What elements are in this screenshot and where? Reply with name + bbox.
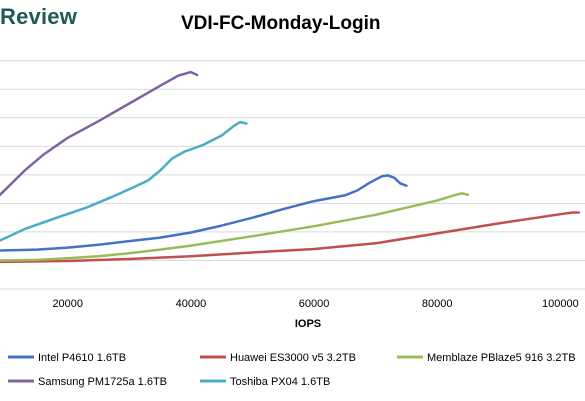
- legend-label: Samsung PM1725a 1.6TB: [38, 376, 167, 388]
- x-tick-label: 80000: [422, 298, 453, 310]
- x-axis-title: IOPS: [295, 318, 321, 330]
- x-tick-label: 20000: [52, 298, 83, 310]
- chart-title: VDI-FC-Monday-Login: [181, 13, 381, 34]
- series-line-0: [0, 174, 408, 252]
- series-line-3: [0, 70, 199, 197]
- x-axis-ticks: 20000 40000 60000 80000 100000: [52, 298, 578, 310]
- x-tick-label: 60000: [299, 298, 330, 310]
- legend-label: Huawei ES3000 v5 3.2TB: [230, 352, 356, 364]
- x-tick-label: 100000: [542, 298, 579, 310]
- x-tick-label: 40000: [176, 298, 207, 310]
- series-line-4: [0, 120, 248, 242]
- series-line-1: [0, 211, 581, 264]
- legend: Intel P4610 1.6TB Huawei ES3000 v5 3.2TB M…: [8, 352, 576, 388]
- gridlines: [0, 60, 585, 290]
- brand-logo-text: Review: [0, 4, 78, 29]
- series-line-2: [0, 192, 470, 262]
- legend-label: Memblaze PBlaze5 916 3.2TB: [427, 352, 576, 364]
- legend-label: Toshiba PX04 1.6TB: [230, 376, 330, 388]
- legend-label: Intel P4610 1.6TB: [38, 352, 126, 364]
- series-lines: [0, 70, 581, 264]
